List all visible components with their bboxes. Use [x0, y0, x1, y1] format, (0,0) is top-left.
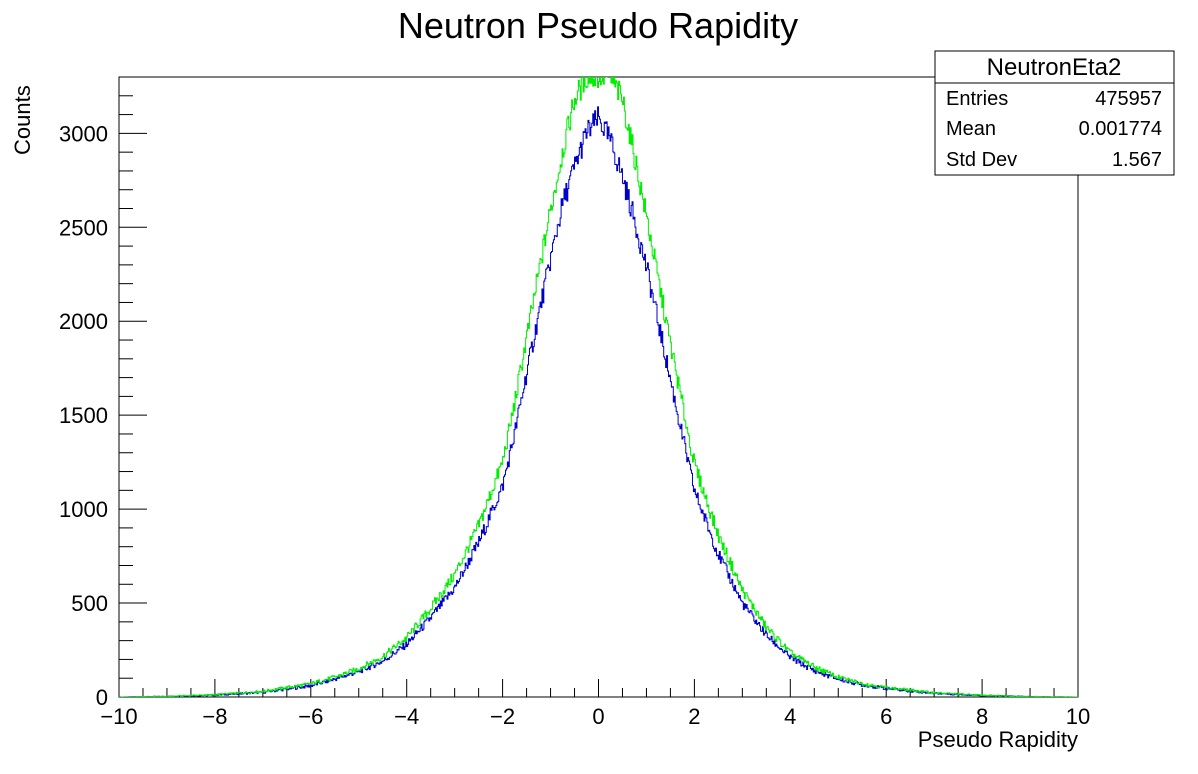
stats-entries-label: Entries [946, 88, 1008, 110]
x-tick-label: −8 [202, 704, 227, 729]
y-tick-label: 2000 [59, 309, 108, 334]
series-2-line [119, 77, 1078, 697]
x-tick-label: 10 [1066, 704, 1090, 729]
series-layer [119, 77, 1078, 697]
x-axis-tick-labels: −10 −8 −6 −4 −2 0 2 4 6 8 10 [100, 704, 1090, 729]
stats-box-name: NeutronEta2 [987, 54, 1122, 81]
series-1-line [119, 106, 1078, 697]
x-tick-label: −6 [298, 704, 323, 729]
x-axis-label: Pseudo Rapidity [918, 727, 1078, 752]
chart-title: Neutron Pseudo Rapidity [398, 5, 798, 46]
x-tick-label: 4 [784, 704, 796, 729]
x-tick-label: −4 [394, 704, 419, 729]
x-tick-label: 0 [592, 704, 604, 729]
plot-frame [118, 76, 1079, 698]
y-tick-label: 3000 [59, 121, 108, 146]
y-axis-label: Counts [10, 85, 35, 155]
stats-mean-label: Mean [946, 118, 996, 140]
y-tick-label: 2500 [59, 215, 108, 240]
y-axis-ticks [119, 76, 147, 698]
x-tick-label: −10 [100, 704, 137, 729]
stats-mean-value: 0.001774 [1079, 118, 1162, 140]
x-tick-label: −2 [490, 704, 515, 729]
stats-box-frame [934, 50, 1175, 176]
x-tick-label: 2 [688, 704, 700, 729]
stats-box: NeutronEta2 Entries 475957 Mean 0.001774… [934, 50, 1175, 176]
x-tick-label: 8 [976, 704, 988, 729]
stats-entries-value: 475957 [1095, 88, 1162, 110]
y-axis-tick-labels: 0 500 1000 1500 2000 2500 3000 [59, 121, 108, 710]
y-tick-label: 1000 [59, 497, 108, 522]
stats-stddev-label: Std Dev [946, 149, 1017, 171]
y-tick-label: 1500 [59, 403, 108, 428]
x-tick-label: 6 [880, 704, 892, 729]
x-axis-ticks [118, 679, 1079, 697]
y-tick-label: 500 [71, 591, 108, 616]
stats-stddev-value: 1.567 [1112, 149, 1162, 171]
y-tick-label: 0 [96, 685, 108, 710]
